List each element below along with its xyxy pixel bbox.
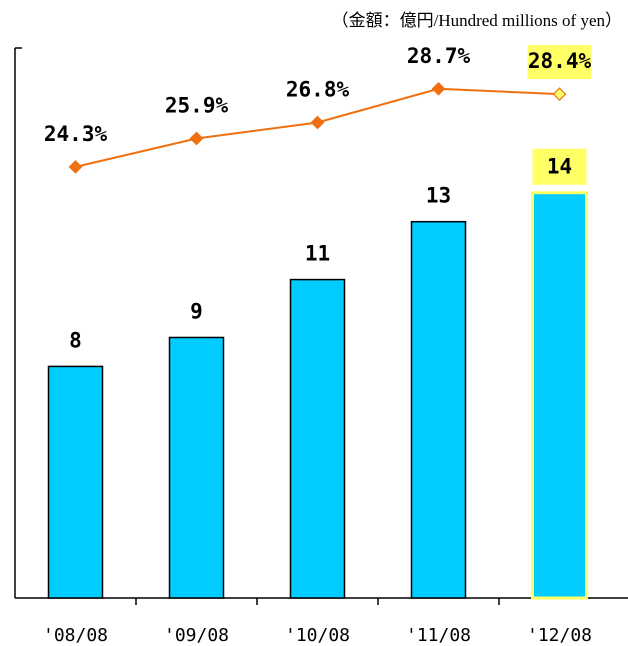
data-label: 26.8%: [286, 78, 350, 102]
data-label: 14: [547, 155, 572, 179]
label-highlight: [527, 45, 592, 80]
line-marker: [68, 160, 83, 174]
chart-subtitle: （金額：億円/Hundred millions of yen）: [332, 11, 622, 30]
line-marker: [431, 81, 446, 96]
x-tick-label: '09/08: [164, 625, 229, 646]
data-label: 24.3%: [44, 122, 108, 146]
data-label: 28.7%: [407, 44, 471, 68]
line-marker: [552, 87, 567, 101]
bar: [47, 365, 104, 599]
data-label: 13: [426, 184, 451, 208]
data-label: 28.4%: [528, 49, 592, 73]
bar: [410, 220, 467, 599]
data-label: 11: [305, 242, 330, 266]
line-marker: [189, 131, 204, 146]
data-label: 8: [69, 328, 82, 352]
x-tick-label: '08/08: [43, 625, 108, 646]
x-tick-label: '11/08: [406, 625, 471, 646]
data-label: 25.9%: [165, 93, 229, 117]
bar: [289, 278, 346, 599]
data-label: 9: [190, 299, 203, 323]
line-marker: [310, 115, 325, 130]
bar: [531, 191, 588, 600]
bar: [168, 336, 225, 599]
label-highlight: [532, 148, 587, 185]
x-tick-label: '10/08: [285, 625, 350, 646]
x-tick-label: '12/08: [527, 625, 592, 646]
